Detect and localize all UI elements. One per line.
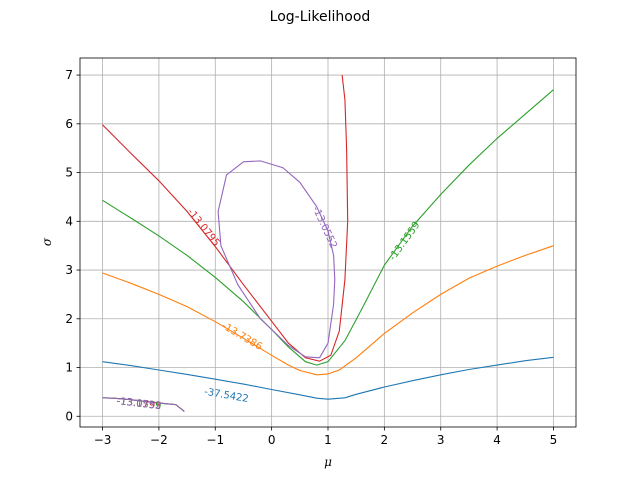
- contour-label: -13.1559: [387, 220, 422, 263]
- x-tick-label: 5: [550, 433, 558, 447]
- y-tick-label: 3: [65, 263, 73, 277]
- y-tick-label: 0: [65, 409, 73, 423]
- y-tick-label: 7: [65, 68, 73, 82]
- x-tick-label: 0: [268, 433, 276, 447]
- y-axis-label: σ: [40, 237, 54, 246]
- contour-line: [102, 397, 185, 412]
- x-tick-label: −1: [206, 433, 224, 447]
- x-tick-label: 3: [437, 433, 445, 447]
- grid-lines: [80, 58, 576, 427]
- contour-line: [102, 356, 554, 400]
- contour-label: -13.1559: [116, 396, 162, 412]
- contour-label: -13.0795: [116, 396, 162, 412]
- contour-line: [102, 89, 554, 366]
- contour-line: [102, 245, 554, 376]
- x-tick-label: −2: [150, 433, 168, 447]
- contour-label: -13.0552: [310, 205, 339, 250]
- y-tick-label: 5: [65, 166, 73, 180]
- contour-label: -37.5422: [203, 387, 249, 405]
- y-tick-label: 4: [65, 214, 73, 228]
- x-tick-label: 1: [324, 433, 332, 447]
- contour-labels: -37.5422-13.7386-13.1559-13.0795 -13.0552…: [116, 205, 422, 412]
- x-axis-label: μ: [324, 455, 332, 469]
- contour-line: [217, 160, 336, 359]
- y-tick-label: 1: [65, 361, 73, 375]
- contour-label: -13.0552: [116, 396, 162, 412]
- x-tick-label: 4: [493, 433, 501, 447]
- contour-lines: [102, 75, 554, 412]
- y-tick-label: 2: [65, 312, 73, 326]
- x-axis-ticks: −3 −2 −1 0 1 2 3 4 5: [94, 427, 558, 447]
- y-axis-ticks: 0 1 2 3 4 5 6 7: [65, 68, 80, 423]
- contour-label: -13.0795: [185, 207, 222, 249]
- x-tick-label: −3: [94, 433, 112, 447]
- x-tick-label: 2: [381, 433, 389, 447]
- contour-line: [102, 75, 349, 362]
- contour-label: -13.7386: [220, 321, 264, 353]
- chart-title: Log-Likelihood: [270, 9, 371, 25]
- y-tick-label: 6: [65, 117, 73, 131]
